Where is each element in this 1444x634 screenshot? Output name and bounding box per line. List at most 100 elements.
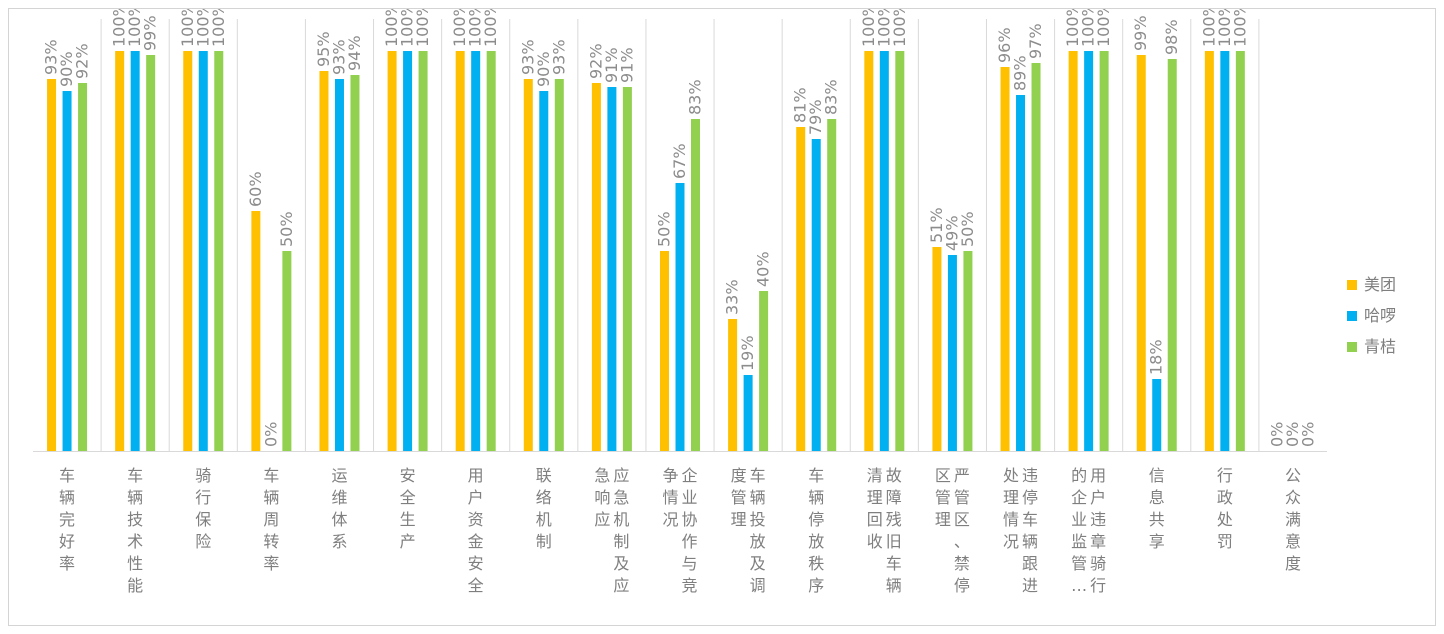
bar-青桔-14[interactable]	[963, 251, 973, 451]
bar-青桔-7[interactable]	[486, 51, 496, 451]
bar-美团-12[interactable]	[796, 127, 806, 451]
bar-美团-15[interactable]	[1000, 67, 1010, 451]
bar-青桔-9[interactable]	[622, 87, 632, 451]
bar-青桔-3[interactable]	[214, 51, 224, 451]
bar-青桔-11[interactable]	[759, 291, 769, 451]
bar-美团-2[interactable]	[115, 51, 125, 451]
x-tick-label-column: 车辆技术性能	[127, 466, 143, 595]
data-label: 49%	[942, 215, 961, 251]
data-label: 89%	[1011, 55, 1030, 91]
x-tick-label: 联络机制	[536, 466, 552, 551]
bar-青桔-10[interactable]	[691, 119, 700, 451]
bar-青桔-13[interactable]	[895, 51, 905, 451]
data-label: 98%	[1162, 19, 1181, 55]
legend-swatch	[1347, 280, 1357, 290]
bar-哈啰-14[interactable]	[947, 255, 957, 451]
chart-frame: 93% 90% 92% 车辆完好率 100% 100% 99% 车辆技术性能 100% 100% 1…	[8, 8, 1436, 626]
bar-美团-11[interactable]	[728, 319, 738, 451]
bar-哈啰-1[interactable]	[62, 91, 72, 451]
legend-swatch	[1347, 311, 1357, 321]
data-label: 92%	[73, 43, 92, 79]
bar-美团-9[interactable]	[591, 83, 601, 451]
bar-青桔-8[interactable]	[554, 79, 564, 451]
bar-chart: 93%90%92%车辆完好率100%100%99%车辆技术性能100%100%1…	[33, 9, 1396, 595]
bar-哈啰-18[interactable]	[1220, 51, 1230, 451]
bar-美团-7[interactable]	[455, 51, 465, 451]
bar-哈啰-9[interactable]	[607, 87, 617, 451]
legend-label: 美团	[1364, 275, 1396, 294]
x-tick-label-column: 度管理	[731, 466, 747, 529]
bar-美团-16[interactable]	[1068, 51, 1078, 451]
bar-哈啰-15[interactable]	[1016, 95, 1026, 451]
bar-美团-13[interactable]	[864, 51, 874, 451]
data-label: 93%	[42, 39, 61, 75]
plot-area: 93%90%92%车辆完好率100%100%99%车辆技术性能100%100%1…	[33, 9, 1327, 595]
bar-哈啰-8[interactable]	[539, 91, 549, 451]
data-label: 94%	[345, 35, 364, 71]
data-label: 93%	[518, 39, 537, 75]
data-label: 83%	[822, 79, 841, 115]
x-tick-label: 运维体系	[331, 466, 347, 551]
bar-青桔-2[interactable]	[146, 55, 156, 451]
bar-哈啰-10[interactable]	[675, 183, 685, 451]
data-label: 100%	[1063, 9, 1082, 47]
bar-美团-1[interactable]	[47, 79, 57, 451]
x-tick-label: 车辆周转率	[263, 466, 279, 573]
data-label: 83%	[686, 79, 705, 115]
x-tick-label-column: 车辆停放秩序	[808, 466, 824, 595]
bar-青桔-18[interactable]	[1235, 51, 1245, 451]
bar-美团-14[interactable]	[932, 247, 942, 451]
bar-哈啰-5[interactable]	[334, 79, 344, 451]
bar-青桔-4[interactable]	[282, 251, 292, 451]
bar-哈啰-16[interactable]	[1084, 51, 1094, 451]
data-label: 99%	[1131, 15, 1150, 51]
x-tick-label-column: 行政处罚	[1217, 466, 1233, 551]
bar-哈啰-3[interactable]	[198, 51, 208, 451]
bar-哈啰-17[interactable]	[1152, 379, 1162, 451]
data-label: 40%	[754, 251, 773, 287]
x-tick-label-column: 企业协作与竞	[681, 466, 697, 595]
bar-美团-5[interactable]	[319, 71, 329, 451]
data-label: 100%	[1094, 9, 1113, 47]
bar-青桔-12[interactable]	[827, 119, 837, 451]
data-label: 100%	[1199, 9, 1218, 47]
x-tick-label-column: 清理回收	[867, 466, 883, 551]
data-label: 100%	[874, 9, 893, 47]
bar-美团-8[interactable]	[523, 79, 533, 451]
bar-美团-6[interactable]	[387, 51, 397, 451]
bar-美团-10[interactable]	[660, 251, 669, 451]
bar-青桔-1[interactable]	[78, 83, 88, 451]
bar-哈啰-13[interactable]	[879, 51, 889, 451]
data-label: 51%	[927, 207, 946, 243]
bar-青桔-5[interactable]	[350, 75, 360, 451]
bar-美团-18[interactable]	[1204, 51, 1214, 451]
x-tick-label-column: 的企业监管…	[1071, 466, 1087, 595]
bar-青桔-16[interactable]	[1099, 51, 1109, 451]
x-tick-label-column: 车辆投放及调	[750, 466, 766, 595]
data-label: 91%	[617, 47, 636, 83]
bar-青桔-17[interactable]	[1167, 59, 1177, 451]
bar-哈啰-12[interactable]	[811, 139, 821, 451]
bar-哈啰-11[interactable]	[743, 375, 753, 451]
data-label: 93%	[549, 39, 568, 75]
bar-青桔-6[interactable]	[418, 51, 428, 451]
data-label: 50%	[958, 211, 977, 247]
x-tick-label-column: 运维体系	[331, 466, 347, 551]
data-label: 97%	[1026, 23, 1045, 59]
bar-美团-3[interactable]	[183, 51, 193, 451]
x-tick-label: 车辆完好率	[59, 466, 75, 573]
data-label: 93%	[329, 39, 348, 75]
bar-哈啰-2[interactable]	[130, 51, 140, 451]
bar-哈啰-7[interactable]	[471, 51, 481, 451]
x-tick-label-column: 故障残旧车辆	[886, 466, 902, 595]
bar-美团-17[interactable]	[1136, 55, 1146, 451]
x-tick-label: 信息共享	[1149, 466, 1165, 551]
bar-哈啰-6[interactable]	[403, 51, 413, 451]
data-label: 90%	[534, 51, 553, 87]
bar-青桔-15[interactable]	[1031, 63, 1041, 451]
bar-美团-4[interactable]	[251, 211, 261, 451]
